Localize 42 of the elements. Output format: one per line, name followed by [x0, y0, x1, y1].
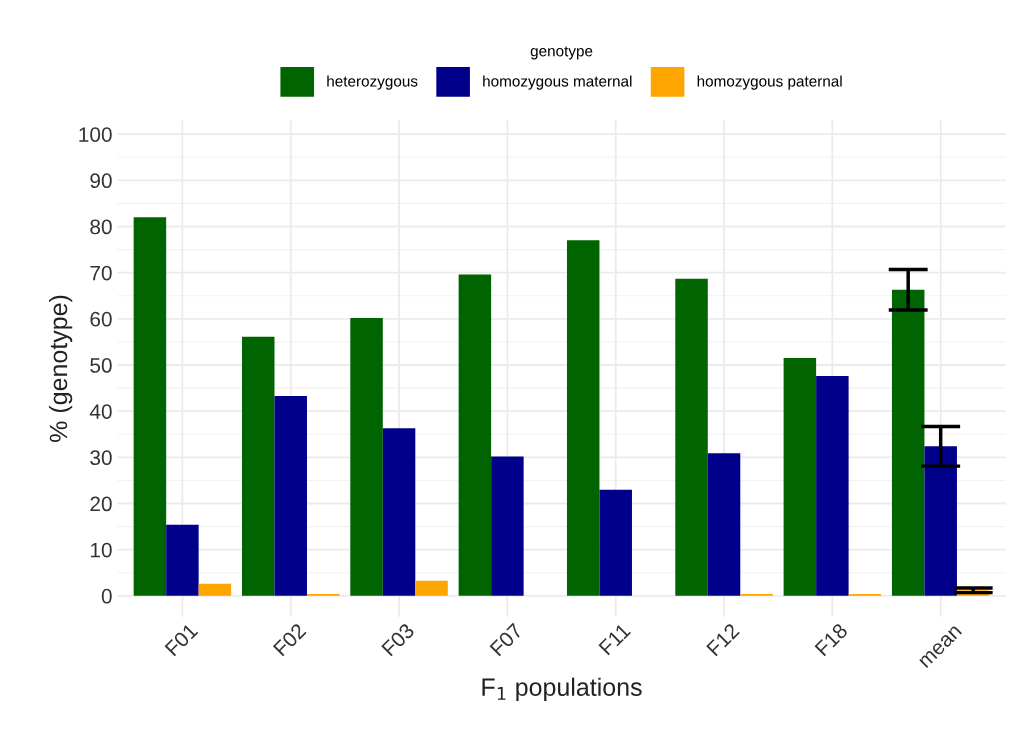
- y-tick-label: 70: [90, 265, 112, 281]
- bar: [491, 456, 524, 596]
- bar: [241, 336, 275, 596]
- y-tick-label: 40: [89, 404, 112, 419]
- bar: [675, 278, 708, 596]
- bar: [133, 217, 167, 596]
- bar: [198, 583, 232, 596]
- y-axis-title: % (genotype): [48, 295, 73, 442]
- bar: [382, 428, 416, 596]
- bar: [458, 274, 492, 596]
- bar: [924, 446, 957, 596]
- legend-title: genotype: [530, 46, 593, 60]
- x-tick-label: F01: [164, 622, 199, 657]
- y-tick-label: 50: [90, 358, 112, 373]
- bar: [783, 358, 817, 596]
- bar: [816, 376, 849, 596]
- x-tick-label: F02: [272, 622, 307, 657]
- y-tick-label: 60: [90, 311, 112, 327]
- bar: [599, 489, 632, 596]
- x-tick-label: F12: [706, 622, 740, 657]
- x-tick-label: F11: [598, 622, 631, 656]
- bar: [274, 395, 307, 596]
- x-tick-label: F18: [814, 622, 849, 657]
- y-tick-label: 30: [90, 450, 112, 466]
- legend-label: homozygous paternal: [697, 75, 842, 90]
- x-axis-title: F$_{1}$ populations: [482, 677, 642, 701]
- legend-label: homozygous maternal: [483, 75, 632, 90]
- bar: [707, 453, 741, 596]
- legend-label: heterozygous: [327, 75, 418, 90]
- y-tick-label: 0: [101, 588, 112, 604]
- bar: [566, 240, 600, 596]
- y-tick-label: 80: [90, 219, 112, 235]
- bar: [415, 580, 448, 596]
- bar: [350, 317, 383, 596]
- x-tick-label: F07: [489, 622, 524, 657]
- x-tick-label: F03: [381, 622, 416, 657]
- bar: [166, 524, 199, 596]
- y-tick-label: 10: [90, 542, 112, 558]
- y-tick-label: 90: [90, 173, 112, 189]
- bar: [891, 289, 925, 596]
- y-tick-label: 100: [79, 127, 112, 142]
- y-tick-label: 20: [90, 496, 112, 512]
